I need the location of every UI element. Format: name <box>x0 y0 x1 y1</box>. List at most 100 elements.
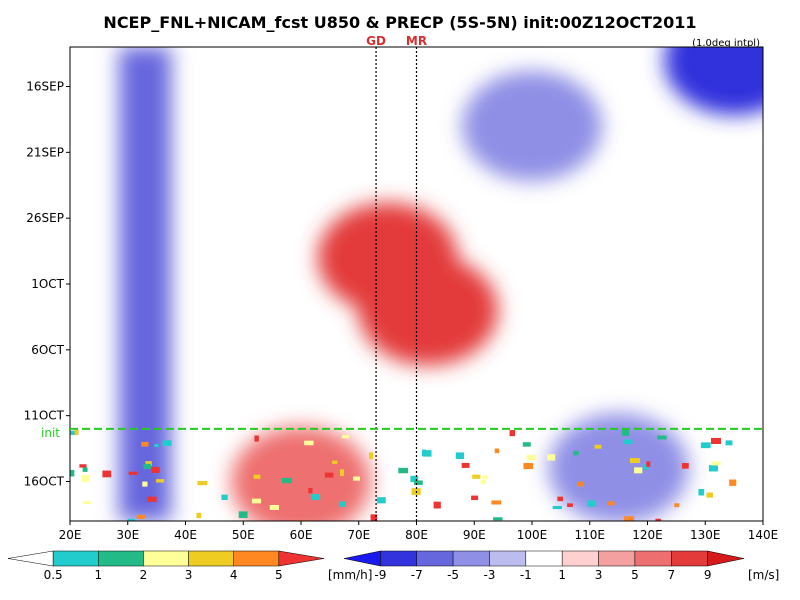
precip-cell <box>143 463 151 469</box>
x-axis: 20E 30E 40E 50E 60E 70E 80E 90E 100E 110E 120E 130E… <box>59 521 779 542</box>
precip-cell <box>79 464 87 468</box>
precip-cell <box>340 469 345 476</box>
precip-cell <box>310 493 321 501</box>
precip-cell <box>422 450 432 457</box>
colorbar-swatch <box>671 550 708 567</box>
chart-subtitle: (1.0deg intpl) <box>692 38 760 49</box>
x-tick-label: 110E <box>575 528 606 542</box>
precip-cell <box>324 472 334 478</box>
colorbar-swatch <box>707 550 745 567</box>
precip-cell <box>700 442 711 449</box>
precip-cell <box>629 458 640 464</box>
field-patch <box>358 255 499 366</box>
x-tick-label: 70E <box>347 528 370 542</box>
precip-cell <box>725 440 733 446</box>
precip-cell <box>461 462 470 468</box>
y-tick-label: 16SEP <box>26 80 64 94</box>
precip-cell <box>523 463 534 470</box>
y-tick-label: 21SEP <box>26 145 64 159</box>
precip-cell <box>482 475 488 480</box>
precip-cell <box>594 444 602 449</box>
chart-title: NCEP_FNL+NICAM_fcst U850 & PRECP (5S-5N)… <box>103 13 696 32</box>
precip-cell <box>729 479 737 486</box>
colorbar-swatch <box>7 550 54 567</box>
colorbar-tick-label: 2 <box>140 568 148 582</box>
precip-cell <box>698 488 705 496</box>
precip-cell <box>370 514 378 521</box>
precip-cell <box>136 514 146 519</box>
marker-label-gd: GD <box>366 34 386 48</box>
colorbar-tick-label: 5 <box>275 568 283 582</box>
precip-cell <box>281 477 292 484</box>
y-tick-label: 26SEP <box>26 211 64 225</box>
precip-cell <box>621 429 630 436</box>
colorbar-swatch <box>98 550 144 567</box>
precip-cell <box>706 492 713 498</box>
colorbar-tick-label: 0.5 <box>44 568 63 582</box>
precip-cell <box>493 517 503 521</box>
precip-cell <box>196 512 202 519</box>
precip-cell <box>433 501 441 509</box>
precip-cell <box>471 495 479 501</box>
precip-cell <box>269 505 279 510</box>
x-tick-label: 100E <box>517 528 548 542</box>
colorbar-swatch <box>489 550 527 567</box>
precip-cell <box>377 497 386 504</box>
precip-cell <box>128 471 138 475</box>
precip-cell <box>368 452 374 460</box>
precip-cell <box>623 439 633 445</box>
markers: GD MR init <box>41 34 763 521</box>
x-tick-label: 40E <box>174 528 197 542</box>
precip-cell <box>339 501 346 507</box>
colorbar-swatch <box>52 550 99 567</box>
colorbar-tick-label: -7 <box>411 568 423 582</box>
precip-cell <box>472 474 481 479</box>
x-tick-label: 50E <box>232 528 255 542</box>
colorbar-tick-label: 1 <box>94 568 102 582</box>
precip-cell <box>353 476 360 481</box>
colorbar-tick-label: -1 <box>520 568 532 582</box>
marker-label-mr: MR <box>406 34 427 48</box>
x-tick-label: 90E <box>463 528 486 542</box>
colorbar-swatch <box>278 550 325 567</box>
precip-cell <box>127 518 135 521</box>
precip-cell <box>552 505 562 510</box>
y-tick-label: 16OCT <box>24 475 65 489</box>
colorbar-swatch <box>634 550 672 567</box>
plot-area <box>70 47 763 521</box>
precip-cell <box>304 440 314 446</box>
x-tick-label: 20E <box>59 528 82 542</box>
colorbar-swatch <box>525 550 563 567</box>
colorbar-swatch <box>343 550 381 567</box>
precip-cell <box>156 479 165 483</box>
precip-cell <box>577 481 584 487</box>
precip-cell <box>480 479 486 485</box>
field-patch <box>119 47 172 521</box>
x-tick-label: 80E <box>405 528 428 542</box>
colorbar-tick-label: 1 <box>558 568 566 582</box>
field-patch <box>548 413 689 521</box>
precip-cell <box>142 481 148 487</box>
y-tick-label: 1OCT <box>31 277 64 291</box>
field-patch <box>664 47 763 116</box>
x-tick-label: 60E <box>290 528 313 542</box>
precip-cell <box>332 460 338 464</box>
precip-cell <box>238 511 248 519</box>
precip-cell <box>154 443 159 448</box>
precip-cell <box>145 461 152 467</box>
precip-cell <box>414 480 423 485</box>
precip-cell <box>74 429 79 435</box>
precip-cell <box>102 470 112 478</box>
precip-cell <box>547 454 556 461</box>
colorbar-unit: [mm/h] <box>328 568 372 582</box>
y-axis: 16SEP 21SEP 26SEP 1OCT 6OCT 11OCT 16OCT <box>24 80 70 489</box>
precip-cell <box>642 464 649 471</box>
precip-cell <box>70 470 75 477</box>
colorbar-swatch <box>598 550 636 567</box>
precip-cell <box>308 488 313 494</box>
x-tick-label: 140E <box>748 528 779 542</box>
field-patch <box>462 71 602 181</box>
precip-cell <box>410 475 419 483</box>
precip-cell <box>398 467 409 474</box>
